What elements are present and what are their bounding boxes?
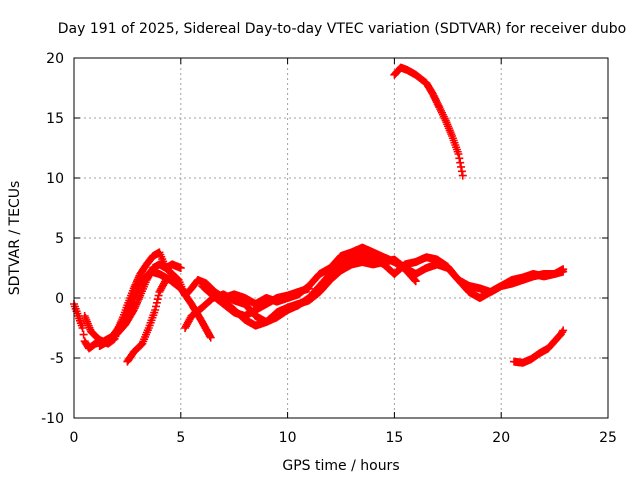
x-tick-label: 0 [70,430,79,446]
data-markers [123,276,170,366]
y-tick-label: -5 [50,351,64,367]
y-tick-label: 5 [55,231,64,247]
y-tick-labels: -10 -5 0 5 10 15 20 [41,51,64,427]
x-tick-label: 5 [176,430,185,446]
data-markers [390,63,467,180]
series-arc-9 [510,326,568,367]
series-arc-8 [390,63,467,180]
data-series [70,63,568,367]
x-tick-label: 20 [492,430,510,446]
series-arc-4 [123,276,170,366]
y-tick-label: -10 [41,411,64,427]
y-tick-label: 10 [46,171,64,187]
series-arc-7 [198,282,313,320]
x-tick-labels: 0 5 10 15 20 25 [70,430,617,446]
x-tick-label: 25 [599,430,617,446]
series-arc-3 [95,260,185,350]
data-markers [510,326,568,367]
chart-title: Day 191 of 2025, Sidereal Day-to-day VTE… [58,21,626,37]
x-tick-label: 15 [385,430,403,446]
y-tick-label: 0 [55,291,64,307]
y-tick-label: 15 [46,111,64,127]
x-axis-label: GPS time / hours [282,458,399,474]
y-axis-label: SDTVAR / TECUs [7,181,23,296]
plot-frame [73,57,609,419]
grid [74,58,608,418]
y-tick-label: 20 [46,51,64,67]
x-tick-label: 10 [279,430,297,446]
data-markers [95,260,185,350]
data-markers [198,282,313,320]
